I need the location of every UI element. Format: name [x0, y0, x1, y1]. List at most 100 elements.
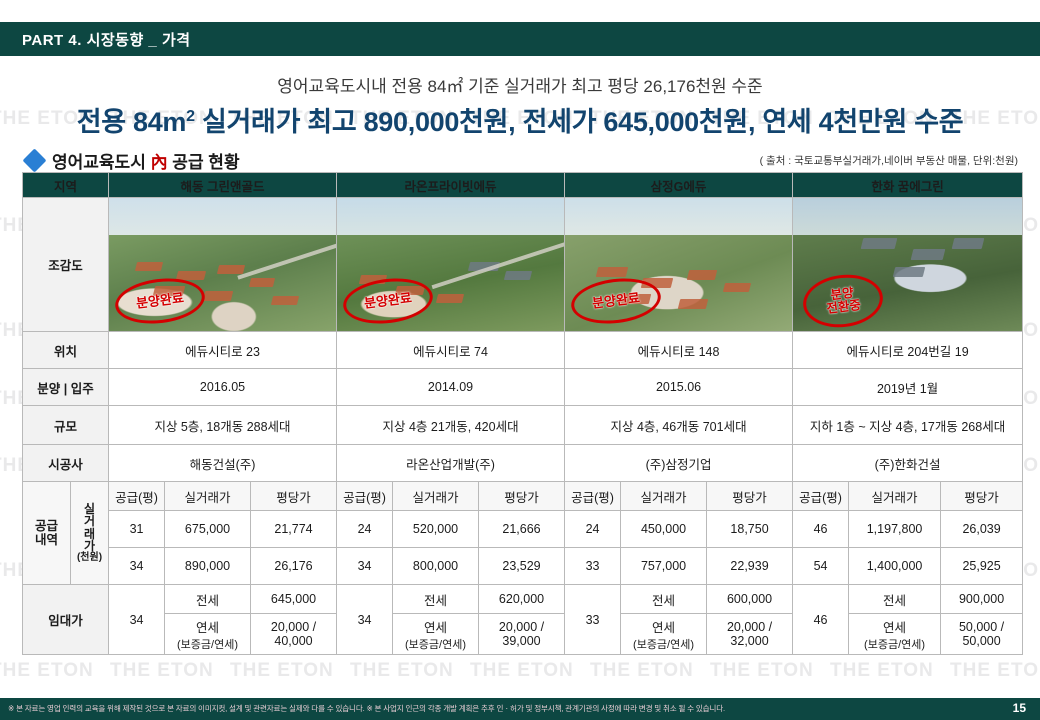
table-row-scale: 규모 지상 5층, 18개동 288세대 지상 4층 21개동, 420세대 지…	[21, 405, 1024, 445]
section-title-highlight: 內	[150, 153, 168, 172]
status-stamp-label-3: 분양완료	[591, 290, 641, 312]
builder-value-2: 라온산업개발(주)	[336, 444, 566, 482]
price-deal-3-1: 450,000	[620, 510, 708, 548]
watermark-text: THE ETON	[0, 660, 94, 681]
sale-movein-value-3: 2015.06	[564, 368, 794, 406]
rent-jeonse-label-3: 전세	[620, 584, 708, 614]
price-unit-3-1: 18,750	[706, 510, 794, 548]
price-supply-2-2: 34	[336, 547, 394, 585]
part-header-bar: PART 4. 시장동향 _ 가격	[0, 22, 1040, 56]
rent-yearly-label-4: 연세 (보증금/연세)	[848, 613, 942, 655]
part-title: PART 4. 시장동향 _ 가격	[22, 32, 191, 49]
rent-jeonse-label-4: 전세	[848, 584, 942, 614]
photo-sky	[793, 198, 1023, 241]
rent-yearly-value-1: 20,000 /40,000	[250, 613, 338, 655]
watermark-text: THE ETON	[110, 660, 214, 681]
status-stamp-label-1: 분양완료	[135, 290, 185, 312]
photo-sky	[565, 198, 793, 241]
price-supply-1-2: 34	[108, 547, 166, 585]
page-number: 15	[1012, 701, 1026, 715]
row-label-rendering: 조감도	[21, 197, 110, 332]
photo-sky	[109, 198, 337, 241]
row-label-actual-price: 실 거 래 가 (천원)	[69, 481, 110, 585]
watermark-text: THE ETON	[590, 660, 694, 681]
status-stamp-label-4: 분양 전환중	[825, 285, 862, 317]
price-unit-4-2: 25,925	[940, 547, 1024, 585]
supply-status-table: 지역 해동 그린앤골드 라온프라이빗에듀 삼정G에듀 한화 꿈에그린 조감도	[21, 172, 1024, 655]
row-label-actual-price-text: 실 거 래 가 (천원)	[76, 501, 103, 563]
price-unit-1-1: 21,774	[250, 510, 338, 548]
photo-ground	[109, 235, 337, 331]
watermark-text: THE ETON	[350, 660, 454, 681]
col-header-complex-3: 삼정G에듀	[564, 172, 794, 198]
rent-jeonse-value-4: 900,000	[940, 584, 1024, 614]
headline-subtitle: 영어교육도시내 전용 84㎡ 기준 실거래가 최고 평당 26,176천원 수준	[277, 77, 763, 96]
row-label-rent: 임대가	[21, 584, 110, 655]
aerial-photo-1: 분양완료	[109, 198, 337, 331]
rent-yearly-label-3: 연세 (보증금/연세)	[620, 613, 708, 655]
col-header-complex-4: 한화 꿈에그린	[792, 172, 1024, 198]
rendering-cell-1: 분양완료	[108, 197, 338, 332]
rent-jeonse-value-2: 620,000	[478, 584, 566, 614]
aerial-photo-3: 분양완료	[565, 198, 793, 331]
rent-jeonse-value-1: 645,000	[250, 584, 338, 614]
photo-ground	[793, 235, 1023, 331]
scale-value-2: 지상 4층 21개동, 420세대	[336, 405, 566, 445]
section-title-post: 공급 현황	[167, 153, 240, 172]
headline-main-rest: 실거래가 최고 890,000천원, 전세가 645,000천원, 연세 4천만…	[194, 107, 964, 137]
rent-yearly-value-4: 50,000 /50,000	[940, 613, 1024, 655]
rent-jeonse-label-1: 전세	[164, 584, 252, 614]
subheader-unit-4: 평당가	[940, 481, 1024, 511]
subheader-deal-2: 실거래가	[392, 481, 480, 511]
col-header-complex-1: 해동 그린앤골드	[108, 172, 338, 198]
price-supply-2-1: 24	[336, 510, 394, 548]
headline-main: 전용 84m2 실거래가 최고 890,000천원, 전세가 645,000천원…	[0, 100, 1040, 139]
builder-value-4: (주)한화건설	[792, 444, 1024, 482]
price-unit-3-2: 22,939	[706, 547, 794, 585]
location-value-2: 에듀시티로 74	[336, 331, 566, 369]
subheader-unit-1: 평당가	[250, 481, 338, 511]
row-label-sale-movein: 분양 | 입주	[21, 368, 110, 406]
price-unit-1-2: 26,176	[250, 547, 338, 585]
row-label-supply: 공급 내역	[22, 481, 71, 585]
price-deal-4-2: 1,400,000	[848, 547, 942, 585]
price-deal-2-2: 800,000	[392, 547, 480, 585]
rent-jeonse-value-3: 600,000	[706, 584, 794, 614]
subheader-deal-1: 실거래가	[164, 481, 252, 511]
scale-value-1: 지상 5층, 18개동 288세대	[108, 405, 338, 445]
row-label-location: 위치	[21, 331, 110, 369]
watermark-text: THE ETON	[470, 660, 574, 681]
section-title-pre: 영어교육도시	[52, 153, 151, 172]
price-deal-2-1: 520,000	[392, 510, 480, 548]
table-row-subheaders: 공급 내역 실 거 래 가 (천원) 공급(평) 실거래가 평당가 공급(평) 실거래가 …	[22, 481, 1024, 585]
table-row-price-1: 31 675,000 21,774 24 520,000 21,666 24 4…	[23, 510, 1024, 548]
row-label-builder: 시공사	[21, 444, 110, 482]
price-deal-1-2: 890,000	[164, 547, 252, 585]
rent-yearly-value-3: 20,000 /32,000	[706, 613, 794, 655]
price-unit-2-2: 23,529	[478, 547, 566, 585]
table-row-builder: 시공사 해동건설(주) 라온산업개발(주) (주)삼정기업 (주)한화건설	[21, 444, 1024, 482]
footer-disclaimer: ※ 본 자료는 영업 인력의 교육을 위해 제작된 것으로 본 자료의 이미지컷…	[8, 703, 725, 714]
subheader-deal-3: 실거래가	[620, 481, 708, 511]
table-row-rent-jeonse: 임대가 34 전세 645,000 34 전세 620,000 33 전세 60…	[21, 584, 1024, 655]
price-deal-1-1: 675,000	[164, 510, 252, 548]
subheader-supply-3: 공급(평)	[564, 481, 622, 511]
headline-main-prefix: 전용 84	[76, 107, 163, 137]
footer-disclaimer-2: ※ 본 사업지 인근의 각종 개발 계획은 추후 인ㆍ허가 및 정부시책, 관계…	[366, 704, 725, 713]
price-supply-4-2: 54	[792, 547, 850, 585]
aerial-photo-2: 분양완료	[337, 198, 565, 331]
photo-ground	[565, 235, 793, 331]
rent-yearly-label-2: 연세 (보증금/연세)	[392, 613, 480, 655]
headline-main-superscript: 2	[186, 108, 195, 125]
location-value-1: 에듀시티로 23	[108, 331, 338, 369]
subheader-supply-1: 공급(평)	[108, 481, 166, 511]
section-heading-row: 영어교육도시 內 공급 현황 ( 출처 : 국토교통부실거래가,네이버 부동산 …	[0, 148, 1040, 174]
col-header-complex-2: 라온프라이빗에듀	[336, 172, 566, 198]
table-row-sale-movein: 분양 | 입주 2016.05 2014.09 2015.06 2019년 1월	[21, 368, 1024, 406]
table-row-price-2: 34 890,000 26,176 34 800,000 23,529 33 7…	[23, 547, 1024, 585]
section-title: 영어교육도시 內 공급 현황	[52, 148, 240, 173]
rent-yearly-label-1: 연세 (보증금/연세)	[164, 613, 252, 655]
subheader-supply-2: 공급(평)	[336, 481, 394, 511]
footer-disclaimer-1: ※ 본 자료는 영업 인력의 교육을 위해 제작된 것으로 본 자료의 이미지컷…	[8, 704, 365, 713]
table-header-row: 지역 해동 그린앤골드 라온프라이빗에듀 삼정G에듀 한화 꿈에그린	[21, 172, 1024, 198]
